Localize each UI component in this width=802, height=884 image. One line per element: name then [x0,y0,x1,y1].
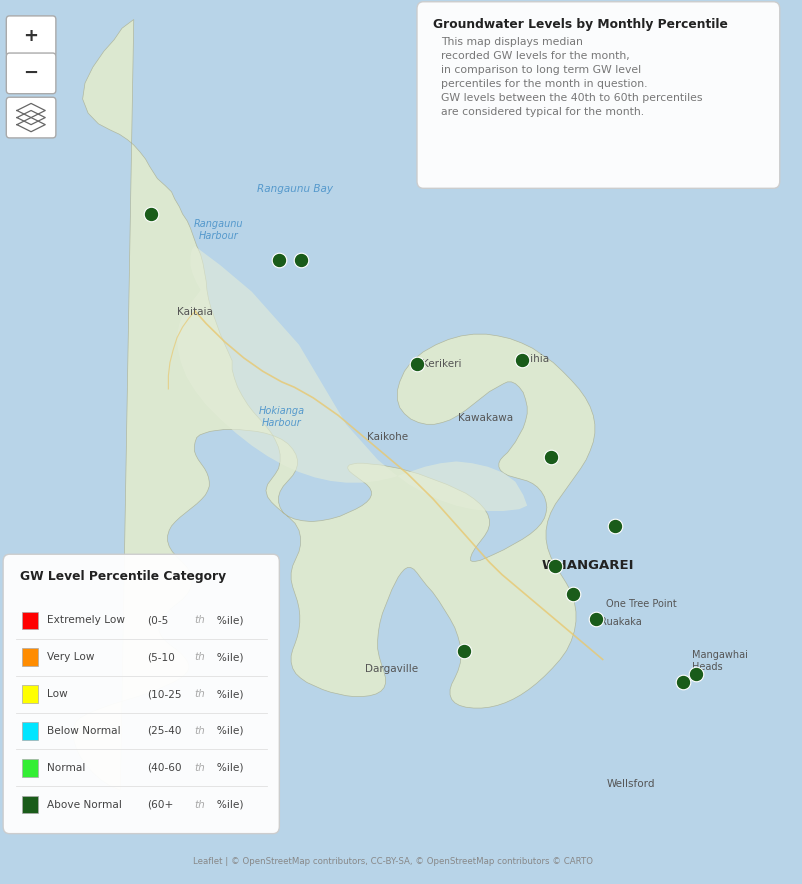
Text: Extremely Low: Extremely Low [47,615,125,625]
Text: %ile): %ile) [210,763,244,773]
FancyBboxPatch shape [6,53,56,94]
Text: %ile): %ile) [210,652,244,662]
Text: th: th [194,615,205,625]
Polygon shape [177,246,527,511]
Text: GW Level Percentile Category: GW Level Percentile Category [21,570,227,583]
Text: Dargaville: Dargaville [365,664,419,674]
Point [295,253,308,267]
FancyBboxPatch shape [417,2,780,188]
Text: WHANGAREI: WHANGAREI [541,560,634,572]
Text: Rangaunu Bay: Rangaunu Bay [257,184,333,194]
Point [411,357,423,371]
Text: Paihia: Paihia [518,354,549,364]
Text: This map displays median
recorded GW levels for the month,
in comparison to long: This map displays median recorded GW lev… [440,37,702,117]
Text: −: − [23,65,38,82]
Point [144,207,157,221]
Text: Low: Low [47,690,68,699]
Point [590,612,603,626]
FancyBboxPatch shape [3,554,279,834]
Text: Normal: Normal [47,763,86,773]
Polygon shape [73,19,595,790]
Text: th: th [194,763,205,773]
Point [677,675,690,690]
Point [458,644,471,658]
Point [566,587,579,601]
Text: Hokianga
Harbour: Hokianga Harbour [258,407,305,428]
Text: Rangaunu
Harbour: Rangaunu Harbour [194,219,244,240]
Point [609,519,622,533]
Text: %ile): %ile) [210,800,244,810]
Text: th: th [194,652,205,662]
Text: Wellsford: Wellsford [607,779,655,789]
Text: (0-5: (0-5 [147,615,168,625]
Bar [22,685,38,703]
Point [273,253,286,267]
Point [690,667,703,681]
Text: (25-40: (25-40 [147,726,181,735]
Text: (60+: (60+ [147,800,173,810]
Text: th: th [194,800,205,810]
Text: Kaitaia: Kaitaia [177,307,213,317]
Text: One Tree Point: One Tree Point [606,598,677,609]
Bar [22,796,38,813]
Text: Ruakaka: Ruakaka [600,617,642,628]
Point [545,450,557,464]
Text: +: + [23,27,38,45]
Text: th: th [194,726,205,735]
Text: th: th [194,690,205,699]
Point [549,559,562,573]
Text: %ile): %ile) [210,615,244,625]
Bar [22,722,38,740]
FancyBboxPatch shape [6,97,56,138]
Bar [22,758,38,776]
FancyBboxPatch shape [6,16,56,57]
Text: Mangawhai
Heads: Mangawhai Heads [692,651,748,672]
Text: %ile): %ile) [210,726,244,735]
Text: Above Normal: Above Normal [47,800,122,810]
Text: (10-25: (10-25 [147,690,181,699]
Bar [22,612,38,629]
Text: %ile): %ile) [210,690,244,699]
Text: Very Low: Very Low [47,652,95,662]
Text: (40-60: (40-60 [147,763,182,773]
Bar [22,649,38,667]
Text: Groundwater Levels by Monthly Percentile: Groundwater Levels by Monthly Percentile [433,18,727,31]
Text: Below Normal: Below Normal [47,726,121,735]
Text: Kaikohe: Kaikohe [367,431,407,442]
Text: Kawakawa: Kawakawa [458,413,513,423]
Text: (5-10: (5-10 [147,652,175,662]
Text: Leaflet | © OpenStreetMap contributors, CC-BY-SA, © OpenStreetMap contributors ©: Leaflet | © OpenStreetMap contributors, … [193,857,593,866]
Text: Kerikeri: Kerikeri [423,359,462,370]
Point [516,353,529,367]
